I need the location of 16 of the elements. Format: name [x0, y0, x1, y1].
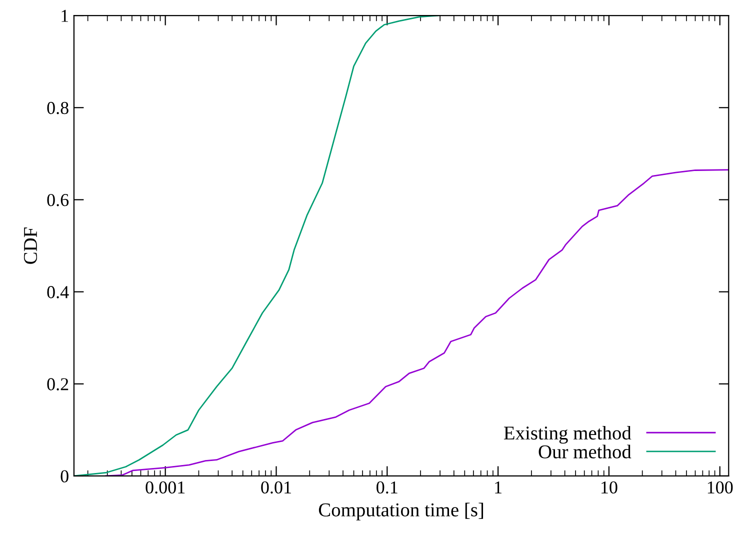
x-tick-label: 0.01: [261, 481, 291, 494]
y-tick-label: 0.8: [47, 102, 68, 114]
x-tick-label: 1: [495, 481, 502, 494]
x-tick-label: 0.1: [376, 481, 398, 494]
y-tick-label: 0.4: [47, 286, 69, 298]
x-tick-label: 100: [708, 481, 733, 494]
y-tick-label: 1: [62, 10, 68, 22]
x-tick-label: 0.001: [146, 481, 185, 494]
x-axis-title: Computation time [s]: [318, 502, 484, 520]
x-tick-label: 10: [602, 481, 618, 494]
y-tick-label: 0.6: [47, 194, 69, 206]
legend-label: Our method: [538, 444, 632, 458]
y-tick-label: 0.2: [47, 378, 68, 390]
y-axis-title: CDF: [24, 228, 38, 264]
y-tick-label: 0: [60, 470, 68, 482]
legend-label: Existing method: [504, 426, 632, 444]
